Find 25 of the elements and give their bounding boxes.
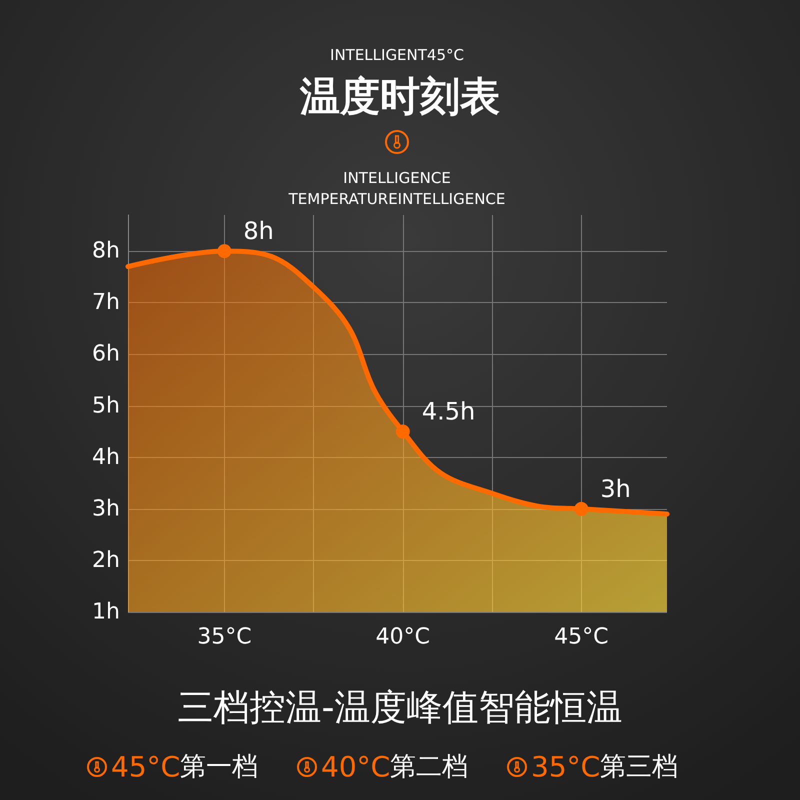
x-tick-label: 40°C: [376, 624, 430, 650]
text: 40°C第二档: [321, 750, 468, 784]
y-tick-label: 3h: [92, 496, 120, 522]
y-tick-label: 2h: [92, 548, 120, 573]
y-tick-label: 8h: [92, 238, 120, 264]
text: 三档控温-温度峰值智能恒温: [178, 688, 622, 728]
data-label: 8h: [243, 217, 274, 246]
y-tick-label: 4h: [92, 444, 120, 470]
y-tick-label: 5h: [92, 393, 120, 418]
point: [396, 424, 410, 439]
point: [574, 502, 588, 516]
y-tick-label: 7h: [92, 290, 120, 316]
y-tick-label: 6h: [92, 342, 120, 367]
text: 45°C第一档: [111, 750, 258, 784]
y-tick-label: 1h: [92, 600, 120, 624]
chart-title: 温度时刻表: [299, 74, 500, 120]
x-tick-label: 35°C: [197, 624, 252, 650]
data-label: 4.5h: [422, 398, 476, 426]
text: TEMPERATUREINTELLIGENCE: [288, 190, 506, 208]
text: 35°C第三档: [531, 750, 678, 784]
x-tick-label: 45°C: [554, 624, 609, 650]
text: INTELLIGENCE: [343, 169, 451, 187]
data-label: 3h: [600, 474, 631, 503]
point: [217, 244, 232, 258]
text: INTELLIGENT45°C: [330, 46, 464, 64]
